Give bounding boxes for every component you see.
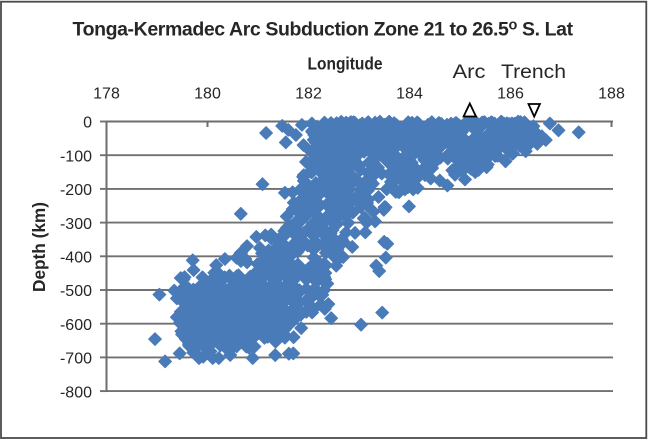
svg-text:Longitude: Longitude [308,54,383,74]
svg-text:-400: -400 [60,250,92,267]
svg-text:188: 188 [598,86,625,103]
svg-text:184: 184 [396,86,423,103]
svg-text:186: 186 [497,86,524,103]
svg-text:-800: -800 [60,384,92,401]
svg-text:Depth (km): Depth (km) [29,202,49,292]
svg-text:-300: -300 [60,216,92,233]
svg-text:Arc: Arc [453,62,486,83]
svg-text:182: 182 [295,86,322,103]
svg-text:-500: -500 [60,283,92,300]
svg-text:Tonga-Kermadec Arc Subduction: Tonga-Kermadec Arc Subduction Zone 21 to… [73,17,574,40]
svg-text:178: 178 [93,86,120,103]
svg-text:-200: -200 [60,182,92,199]
svg-text:-700: -700 [60,351,92,368]
svg-text:180: 180 [194,86,221,103]
svg-text:-100: -100 [60,148,92,165]
svg-text:Trench: Trench [501,62,566,83]
svg-text:0: 0 [83,115,92,132]
svg-text:-600: -600 [60,317,92,334]
